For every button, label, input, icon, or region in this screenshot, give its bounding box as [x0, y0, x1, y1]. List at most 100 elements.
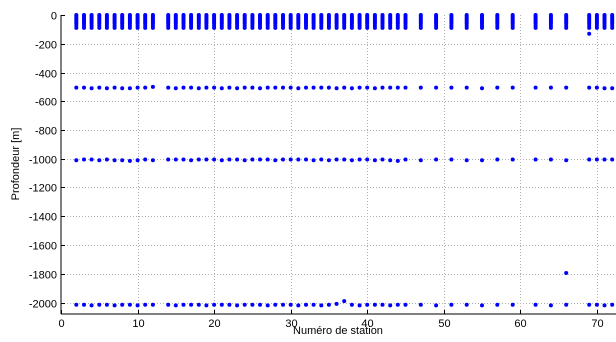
data-point: [235, 303, 240, 308]
data-point: [166, 85, 171, 90]
data-point: [380, 25, 385, 30]
data-point: [281, 85, 285, 90]
data-point: [587, 302, 592, 307]
data-point: [112, 158, 117, 163]
data-point: [594, 302, 599, 307]
data-point: [74, 158, 79, 163]
data-point: [388, 303, 393, 308]
data-point: [273, 25, 278, 30]
data-point: [380, 157, 385, 162]
data-point: [189, 85, 194, 90]
data-point: [120, 158, 125, 163]
data-point: [326, 302, 331, 307]
data-point: [112, 25, 117, 30]
data-point: [227, 85, 232, 90]
data-point: [150, 158, 155, 163]
data-point: [173, 25, 178, 30]
data-point: [135, 303, 140, 308]
data-point: [602, 25, 607, 30]
data-point: [495, 25, 500, 30]
data-point: [594, 25, 599, 30]
data-point: [319, 25, 324, 30]
data-point: [449, 157, 454, 162]
data-point: [143, 85, 148, 90]
data-point: [219, 86, 224, 91]
data-point: [304, 85, 308, 90]
data-point: [334, 157, 339, 162]
x-tick-label: 0: [58, 318, 64, 330]
data-point: [464, 25, 469, 30]
data-point: [181, 85, 186, 90]
data-point: [464, 302, 469, 307]
data-point: [403, 157, 408, 162]
data-point: [388, 25, 393, 30]
data-point: [74, 85, 79, 90]
data-point: [395, 158, 400, 163]
data-point: [235, 86, 240, 91]
data-point: [204, 157, 209, 162]
data-point: [97, 85, 102, 90]
data-point: [533, 302, 538, 307]
data-point: [587, 31, 592, 36]
data-point: [265, 85, 270, 90]
data-point: [258, 86, 262, 91]
y-tick-label: -600: [35, 97, 57, 109]
data-point: [166, 25, 171, 30]
data-point: [510, 25, 515, 30]
data-point: [227, 302, 232, 307]
data-point: [480, 86, 484, 91]
data-point: [372, 158, 377, 163]
data-point: [587, 85, 592, 90]
data-point: [342, 157, 347, 162]
data-point: [296, 303, 301, 308]
data-point: [610, 302, 615, 307]
grid-lines: [61, 15, 616, 314]
data-point: [610, 86, 615, 91]
data-point: [594, 85, 599, 90]
data-point: [304, 302, 308, 307]
y-tick-label: -1200: [29, 183, 57, 195]
data-point: [434, 85, 439, 90]
data-point: [250, 302, 255, 307]
data-point: [150, 302, 155, 307]
data-point: [334, 86, 339, 91]
data-point: [564, 25, 569, 30]
data-point: [89, 157, 94, 162]
data-point: [602, 157, 607, 162]
data-point: [173, 157, 178, 162]
data-point: [326, 85, 331, 90]
data-point: [434, 25, 439, 30]
data-point: [143, 302, 148, 307]
data-point: [342, 299, 347, 304]
data-point: [533, 157, 538, 162]
y-tick-label: 0: [51, 11, 57, 23]
data-point: [97, 158, 102, 163]
data-point: [265, 157, 270, 162]
data-point: [311, 302, 316, 307]
data-point: [281, 25, 285, 30]
data-point: [418, 85, 423, 90]
data-point: [196, 86, 201, 91]
y-tick-label: -2000: [29, 299, 57, 311]
data-point: [82, 302, 86, 307]
data-point: [265, 303, 270, 308]
data-point: [173, 86, 178, 91]
data-point: [342, 85, 347, 90]
data-point: [395, 302, 400, 307]
data-point: [510, 302, 515, 307]
data-point: [189, 25, 194, 30]
data-point: [349, 25, 354, 30]
x-tick-label: 10: [132, 318, 144, 330]
data-point: [319, 85, 324, 90]
data-point: [372, 302, 377, 307]
data-point: [227, 25, 232, 30]
data-point: [135, 25, 140, 30]
data-point: [296, 86, 301, 91]
data-point: [349, 86, 354, 91]
plot-area: [61, 15, 616, 314]
data-point: [342, 25, 347, 30]
data-point: [273, 85, 278, 90]
data-point: [587, 25, 592, 30]
data-point: [97, 25, 102, 30]
